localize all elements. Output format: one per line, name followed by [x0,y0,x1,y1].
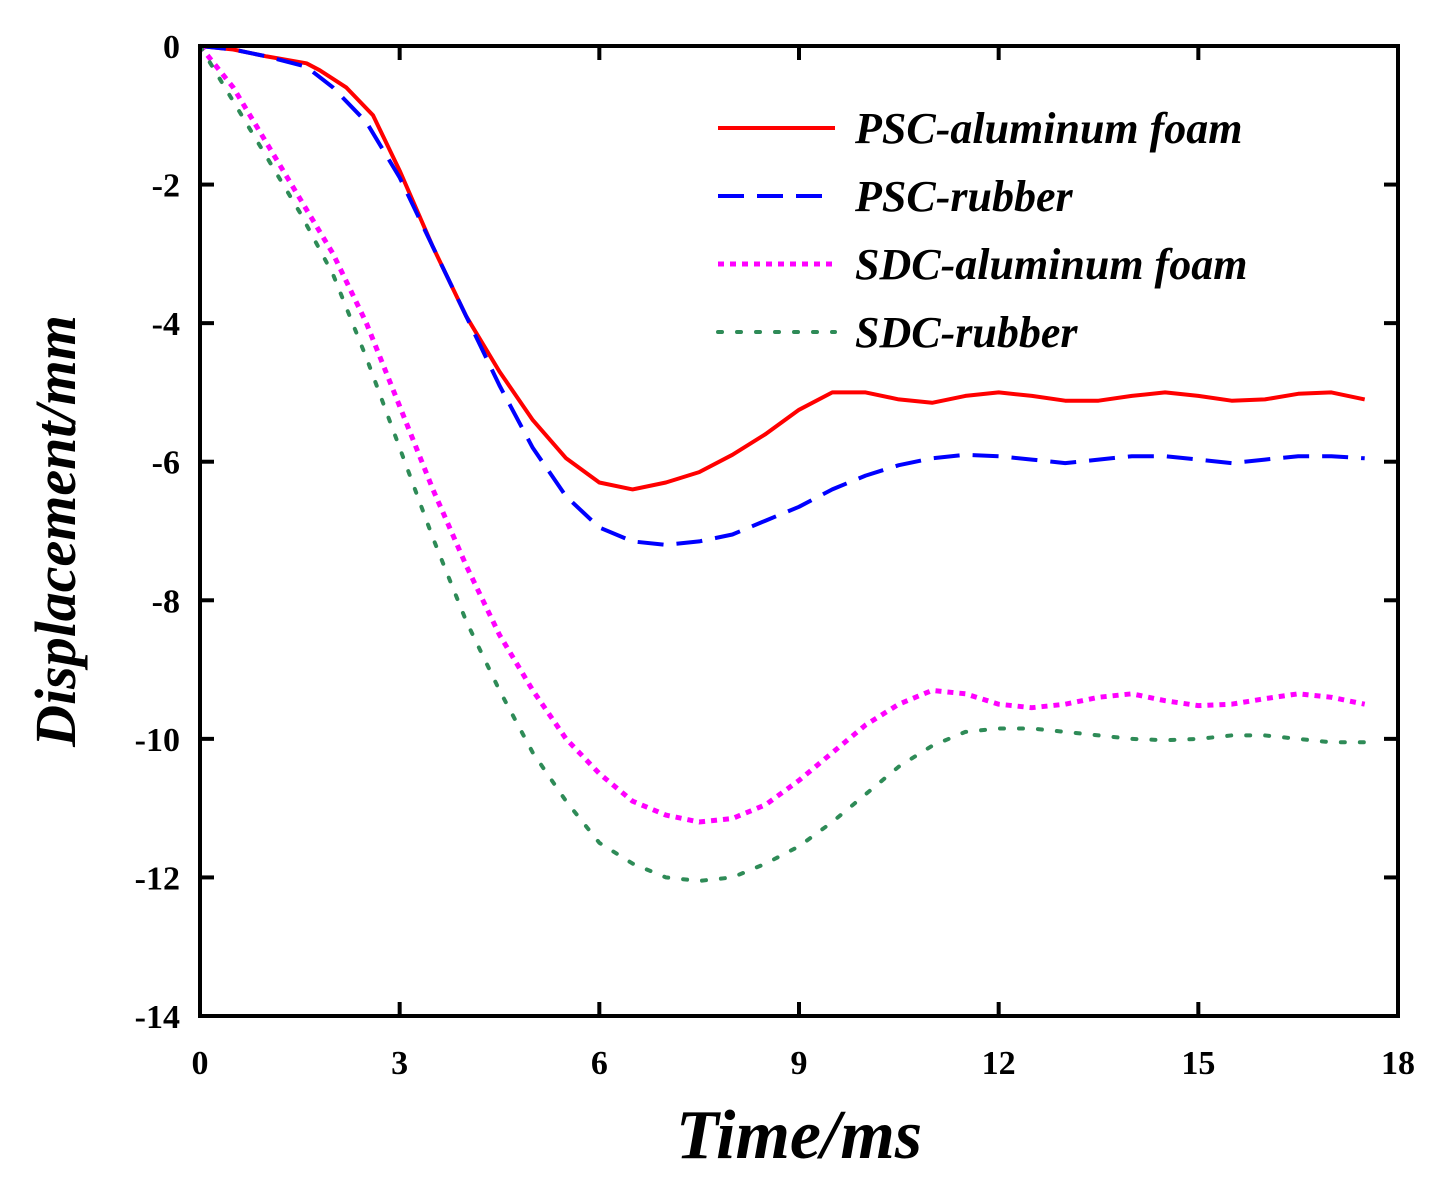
legend-label-1: PSC-rubber [854,172,1073,221]
series-line-0 [199,44,1366,492]
series-line-3 [198,44,1367,883]
y-tick-label: -2 [152,168,180,205]
y-axis-title: Displacement/mm [23,315,88,748]
x-tick-label: 3 [391,1045,408,1082]
x-tick-label: 9 [791,1045,808,1082]
axis-ticks: 0 3 6 9 12 15 18 0 -2 -4 -6 -8 -10 -12 -14 [135,29,1415,1082]
y-tick-label: -10 [135,722,180,759]
legend-label-2: SDC-aluminum foam [855,240,1247,289]
plot-frame [198,44,1400,1018]
y-tick-label: -6 [152,445,180,482]
x-tick-label: 0 [192,1045,209,1082]
x-tick-label: 15 [1181,1045,1215,1082]
x-tick-label: 12 [982,1045,1016,1082]
y-tick-label: -14 [135,999,180,1036]
y-tick-label: -4 [152,306,180,343]
series-line-1 [199,44,1365,547]
legend-label-0: PSC-aluminum foam [854,104,1243,153]
legend-label-3: SDC-rubber [855,308,1078,357]
y-tick-label: -12 [135,860,180,897]
x-tick-label: 18 [1381,1045,1415,1082]
y-tick-label: 0 [163,29,180,66]
x-tick-label: 6 [591,1045,608,1082]
x-axis-title: Time/ms [676,1097,922,1174]
legend: PSC-aluminum foam PSC-rubber SDC-aluminum … [716,104,1247,357]
y-tick-label: -8 [152,583,180,620]
series-line-2 [198,44,1366,825]
plot-area [198,44,1367,883]
